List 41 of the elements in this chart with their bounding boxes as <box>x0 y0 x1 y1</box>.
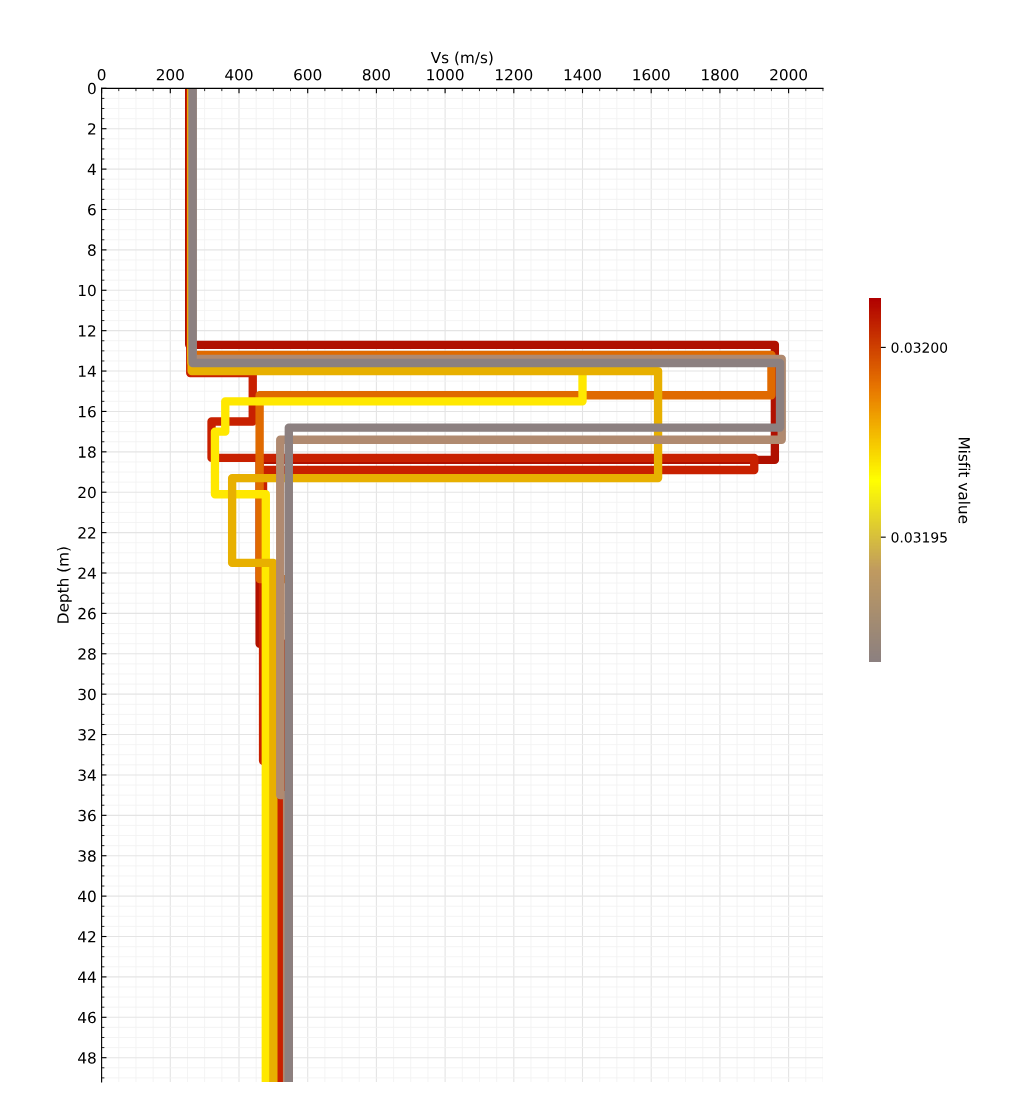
x-tick-label: 2000 <box>770 68 808 81</box>
y-tick-label: 40 <box>78 890 96 903</box>
y-tick-label: 2 <box>88 123 96 135</box>
y-tick-label: 14 <box>78 365 96 377</box>
y-tick-label: 20 <box>78 486 96 499</box>
y-tick-label: 18 <box>78 446 96 458</box>
y-tick-label: 46 <box>78 1011 96 1024</box>
y-tick-label: 26 <box>78 607 96 620</box>
y-axis-title: Depth (m) <box>56 547 72 623</box>
y-tick-label: 0 <box>88 82 96 95</box>
x-tick-label: 1200 <box>496 68 533 81</box>
y-tick-label: 16 <box>78 405 96 418</box>
y-tick-label: 6 <box>88 203 96 216</box>
x-tick-label: 1800 <box>702 68 739 81</box>
y-tick-label: 42 <box>78 930 96 943</box>
x-tick-label: 400 <box>225 68 253 81</box>
color-bar-title: Misfit value <box>958 437 971 524</box>
y-tick-label: 30 <box>78 688 96 701</box>
color-bar-label: 0.03200 <box>891 342 948 353</box>
y-tick-label: 34 <box>78 769 96 781</box>
x-tick-label: 1400 <box>564 68 601 81</box>
y-tick-label: 36 <box>78 809 96 822</box>
x-axis-title: Vs (m/s) <box>430 51 493 66</box>
y-tick-label: 4 <box>87 163 96 175</box>
y-tick-label: 22 <box>78 527 96 539</box>
y-tick-label: 24 <box>78 567 96 579</box>
x-tick-label: 0 <box>97 68 106 81</box>
color-bar-label: 0.03195 <box>891 532 947 543</box>
y-tick-label: 48 <box>78 1052 96 1064</box>
y-tick-label: 12 <box>78 325 96 337</box>
y-tick-label: 8 <box>88 244 96 256</box>
y-tick-label: 10 <box>78 284 96 297</box>
y-tick-label: 32 <box>78 729 96 741</box>
x-tick-label: 1600 <box>633 68 670 81</box>
x-tick-label: 600 <box>294 68 322 81</box>
y-tick-label: 44 <box>78 971 96 983</box>
y-tick-label: 38 <box>78 850 96 862</box>
x-tick-label: 1000 <box>427 68 464 81</box>
y-tick-label: 28 <box>78 648 96 660</box>
x-tick-label: 800 <box>362 68 390 81</box>
x-tick-label: 200 <box>156 68 184 81</box>
